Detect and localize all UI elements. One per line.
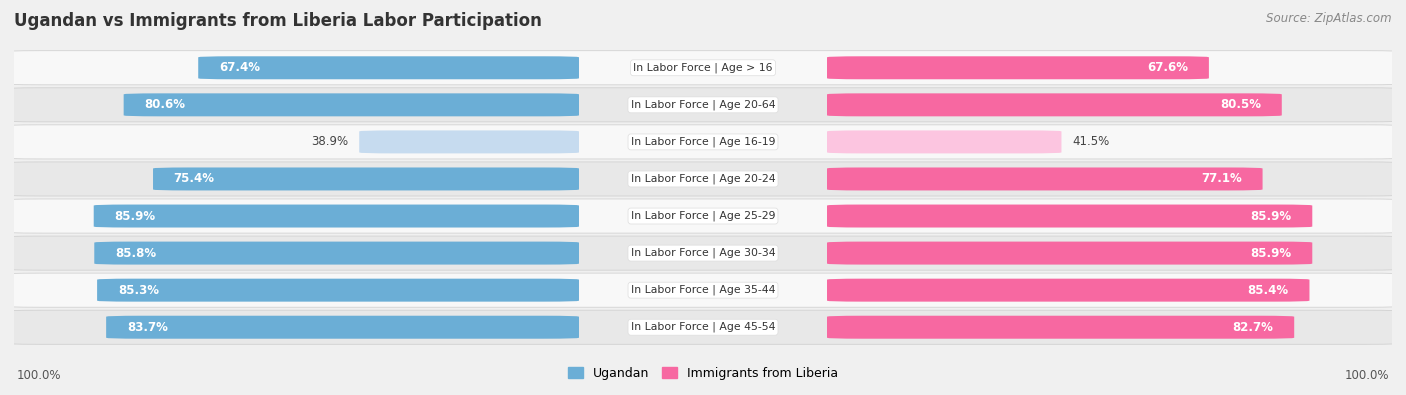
- FancyBboxPatch shape: [124, 93, 579, 117]
- Text: In Labor Force | Age 30-34: In Labor Force | Age 30-34: [631, 248, 775, 258]
- FancyBboxPatch shape: [827, 316, 1294, 339]
- Text: 85.3%: 85.3%: [118, 284, 159, 297]
- Text: 85.9%: 85.9%: [1250, 246, 1292, 260]
- FancyBboxPatch shape: [827, 93, 1282, 117]
- Text: 80.5%: 80.5%: [1220, 98, 1261, 111]
- Text: 77.1%: 77.1%: [1201, 173, 1241, 186]
- Text: 100.0%: 100.0%: [1344, 369, 1389, 382]
- Text: In Labor Force | Age 20-24: In Labor Force | Age 20-24: [631, 174, 775, 184]
- Text: 85.9%: 85.9%: [114, 209, 156, 222]
- Text: 82.7%: 82.7%: [1233, 321, 1274, 334]
- Text: In Labor Force | Age 20-64: In Labor Force | Age 20-64: [631, 100, 775, 110]
- Text: 85.8%: 85.8%: [115, 246, 156, 260]
- FancyBboxPatch shape: [0, 88, 1406, 122]
- FancyBboxPatch shape: [94, 242, 579, 265]
- Text: 83.7%: 83.7%: [127, 321, 167, 334]
- FancyBboxPatch shape: [827, 56, 1209, 79]
- FancyBboxPatch shape: [0, 51, 1406, 85]
- Text: 67.4%: 67.4%: [219, 61, 260, 74]
- FancyBboxPatch shape: [105, 316, 579, 339]
- FancyBboxPatch shape: [0, 162, 1406, 196]
- FancyBboxPatch shape: [359, 130, 579, 153]
- Text: 100.0%: 100.0%: [17, 369, 62, 382]
- Text: In Labor Force | Age 35-44: In Labor Force | Age 35-44: [631, 285, 775, 295]
- FancyBboxPatch shape: [827, 130, 1062, 153]
- Text: 67.6%: 67.6%: [1147, 61, 1188, 74]
- Text: 85.9%: 85.9%: [1250, 209, 1292, 222]
- FancyBboxPatch shape: [827, 242, 1312, 265]
- Text: 38.9%: 38.9%: [311, 135, 349, 149]
- Legend: Ugandan, Immigrants from Liberia: Ugandan, Immigrants from Liberia: [562, 362, 844, 385]
- FancyBboxPatch shape: [153, 167, 579, 190]
- FancyBboxPatch shape: [97, 278, 579, 302]
- Text: 80.6%: 80.6%: [145, 98, 186, 111]
- Text: Source: ZipAtlas.com: Source: ZipAtlas.com: [1267, 12, 1392, 25]
- FancyBboxPatch shape: [0, 236, 1406, 270]
- FancyBboxPatch shape: [0, 199, 1406, 233]
- FancyBboxPatch shape: [0, 310, 1406, 344]
- Text: In Labor Force | Age > 16: In Labor Force | Age > 16: [633, 62, 773, 73]
- Text: 75.4%: 75.4%: [174, 173, 215, 186]
- FancyBboxPatch shape: [94, 205, 579, 228]
- FancyBboxPatch shape: [0, 125, 1406, 159]
- FancyBboxPatch shape: [0, 273, 1406, 307]
- FancyBboxPatch shape: [827, 205, 1312, 228]
- Text: In Labor Force | Age 16-19: In Labor Force | Age 16-19: [631, 137, 775, 147]
- FancyBboxPatch shape: [827, 278, 1309, 302]
- Text: In Labor Force | Age 45-54: In Labor Force | Age 45-54: [631, 322, 775, 333]
- Text: 85.4%: 85.4%: [1247, 284, 1289, 297]
- Text: In Labor Force | Age 25-29: In Labor Force | Age 25-29: [631, 211, 775, 221]
- FancyBboxPatch shape: [827, 167, 1263, 190]
- Text: Ugandan vs Immigrants from Liberia Labor Participation: Ugandan vs Immigrants from Liberia Labor…: [14, 12, 541, 30]
- FancyBboxPatch shape: [198, 56, 579, 79]
- Text: 41.5%: 41.5%: [1073, 135, 1109, 149]
